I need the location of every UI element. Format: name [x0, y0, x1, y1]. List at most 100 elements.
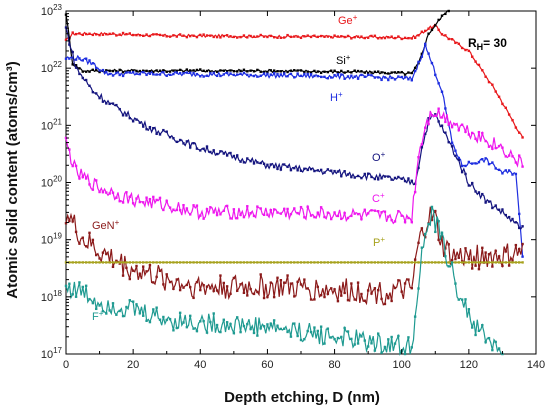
data-point — [460, 261, 464, 264]
data-point — [360, 335, 363, 338]
data-point — [138, 72, 142, 76]
data-point — [118, 309, 121, 313]
data-point — [444, 34, 447, 37]
data-point — [440, 235, 444, 238]
data-point — [185, 68, 189, 71]
data-point — [444, 247, 447, 250]
data-point — [195, 204, 199, 207]
data-point — [420, 246, 424, 249]
data-point — [467, 133, 471, 136]
data-point — [279, 279, 283, 282]
data-point — [286, 74, 289, 78]
data-point — [471, 261, 474, 264]
data-point — [514, 261, 518, 264]
data-point — [427, 52, 430, 55]
data-point — [514, 172, 518, 176]
data-point — [356, 77, 360, 80]
data-point — [182, 142, 185, 145]
data-point — [309, 167, 313, 171]
data-point — [249, 327, 252, 331]
data-point — [424, 126, 427, 129]
data-point — [199, 68, 202, 71]
data-point — [393, 342, 397, 345]
data-point — [242, 324, 246, 328]
data-point — [460, 298, 464, 301]
data-point — [256, 205, 259, 208]
data-point — [78, 57, 81, 60]
data-point — [172, 137, 175, 140]
data-point — [474, 333, 477, 337]
series-label-p: P+ — [373, 235, 385, 249]
data-point — [390, 71, 393, 74]
data-point — [142, 314, 145, 317]
data-point — [209, 206, 212, 209]
data-point — [189, 34, 192, 38]
data-point — [501, 172, 504, 175]
data-point — [507, 261, 511, 264]
data-point — [289, 35, 293, 39]
data-point — [471, 326, 474, 329]
data-point — [346, 70, 350, 73]
data-point — [95, 261, 98, 264]
series-group — [64, 9, 524, 356]
data-point — [95, 92, 98, 95]
data-point — [333, 337, 336, 341]
data-point — [293, 76, 296, 79]
data-point — [333, 69, 336, 72]
data-point — [236, 70, 239, 73]
data-point — [397, 175, 400, 179]
data-point — [497, 95, 501, 98]
data-point — [239, 261, 242, 264]
data-point — [286, 274, 289, 277]
data-point — [98, 304, 101, 307]
data-point — [471, 267, 474, 270]
data-point — [212, 71, 215, 75]
data-point — [286, 330, 289, 334]
data-point — [199, 33, 202, 37]
data-point — [135, 33, 138, 37]
data-point — [484, 75, 487, 78]
data-point — [340, 335, 343, 339]
data-point — [91, 301, 95, 305]
data-point — [78, 261, 81, 264]
data-point — [377, 37, 380, 40]
data-point — [286, 70, 289, 74]
data-point — [390, 261, 393, 264]
data-point — [340, 35, 343, 38]
data-point — [269, 163, 272, 166]
data-point — [424, 261, 427, 264]
series-markers-p — [64, 261, 524, 264]
data-point — [319, 71, 323, 75]
data-point — [316, 285, 319, 289]
data-point — [474, 190, 477, 193]
data-point — [279, 212, 283, 215]
data-point — [299, 205, 303, 209]
data-point — [185, 325, 189, 329]
data-point — [440, 90, 444, 93]
data-point — [326, 211, 330, 214]
data-point — [511, 118, 514, 122]
data-point — [101, 251, 105, 254]
data-point — [84, 32, 88, 36]
data-point — [209, 320, 212, 324]
data-point — [152, 126, 155, 130]
data-point — [125, 305, 128, 309]
data-point — [239, 330, 242, 334]
data-point — [232, 208, 236, 211]
series-line-f — [65, 206, 503, 356]
data-point — [507, 264, 511, 267]
data-point — [437, 28, 440, 32]
data-point — [316, 169, 319, 172]
data-point — [88, 84, 91, 87]
data-point — [192, 204, 195, 207]
data-point — [340, 294, 343, 297]
data-point — [125, 71, 128, 74]
data-point — [128, 195, 131, 199]
data-point — [88, 70, 91, 73]
data-point — [518, 247, 521, 251]
data-point — [346, 330, 350, 333]
data-point — [205, 261, 209, 264]
data-point — [440, 261, 444, 264]
data-point — [182, 72, 185, 75]
data-point — [457, 156, 460, 160]
